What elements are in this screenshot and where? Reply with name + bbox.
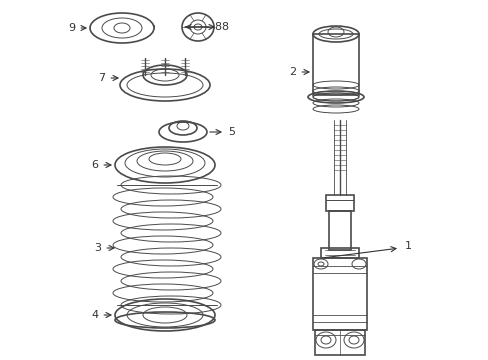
Text: 3: 3 [94, 243, 114, 253]
Text: 7: 7 [98, 73, 118, 83]
Bar [328, 211, 350, 250]
Text: 9: 9 [68, 23, 86, 33]
Text: 8: 8 [185, 22, 221, 32]
Bar [314, 330, 364, 355]
Bar [312, 258, 366, 330]
Text: 8: 8 [221, 22, 228, 32]
Bar [312, 34, 358, 95]
Bar [325, 195, 353, 211]
Text: 5: 5 [228, 127, 235, 137]
Text: 4: 4 [91, 310, 111, 320]
Text: 1: 1 [404, 241, 411, 251]
Bar [320, 248, 358, 258]
Text: 6: 6 [91, 160, 111, 170]
Text: 2: 2 [289, 67, 308, 77]
